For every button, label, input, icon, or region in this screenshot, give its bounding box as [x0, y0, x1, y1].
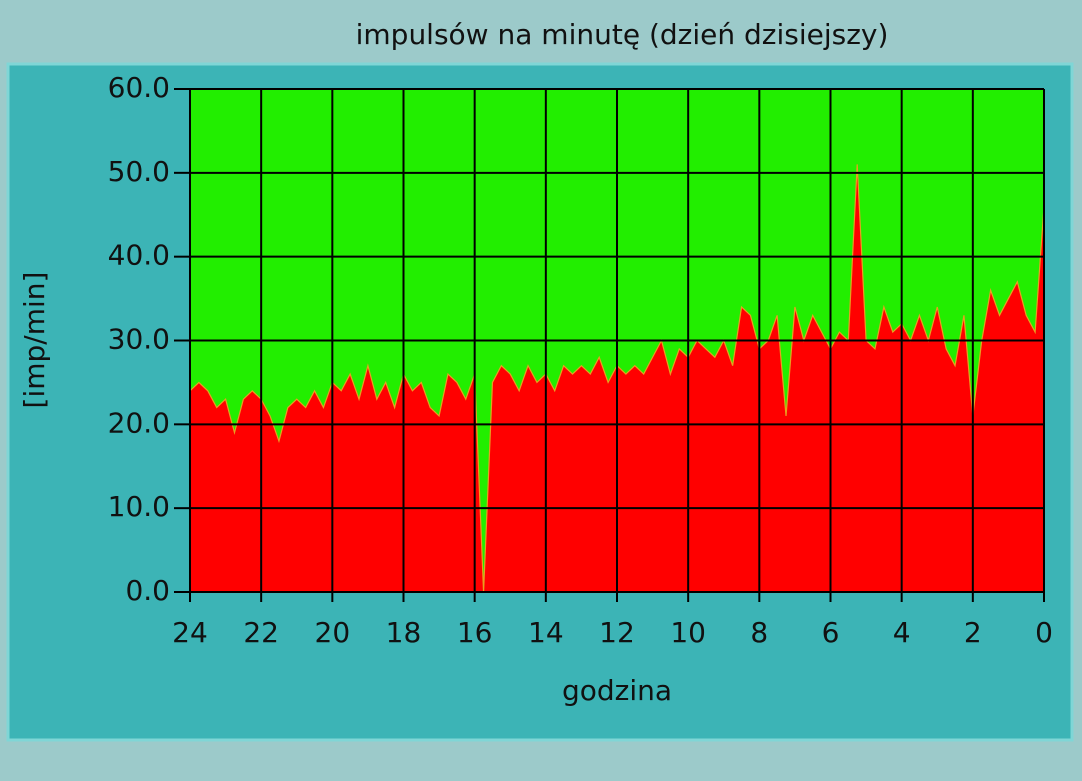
x-axis-label: godzina	[562, 674, 672, 707]
y-tick-label: 20.0	[108, 406, 170, 439]
y-tick-label: 40.0	[108, 239, 170, 272]
x-tick-label: 2	[964, 616, 982, 649]
chart-title: impulsów na minutę (dzień dzisiejszy)	[356, 18, 889, 51]
x-tick-label: 20	[315, 616, 351, 649]
x-tick-label: 4	[893, 616, 911, 649]
x-tick-label: 12	[599, 616, 635, 649]
x-tick-label: 14	[528, 616, 564, 649]
x-tick-label: 8	[750, 616, 768, 649]
y-tick-label: 60.0	[108, 71, 170, 104]
x-tick-label: 18	[386, 616, 422, 649]
x-tick-label: 22	[243, 616, 279, 649]
x-tick-label: 0	[1035, 616, 1053, 649]
y-tick-label: 30.0	[108, 323, 170, 356]
y-tick-label: 10.0	[108, 490, 170, 523]
x-tick-label: 6	[822, 616, 840, 649]
y-tick-label: 0.0	[125, 574, 170, 607]
x-tick-label: 24	[172, 616, 208, 649]
y-tick-label: 50.0	[108, 155, 170, 188]
y-axis-label: [imp/min]	[18, 272, 51, 409]
x-tick-label: 16	[457, 616, 493, 649]
x-tick-label: 10	[670, 616, 706, 649]
